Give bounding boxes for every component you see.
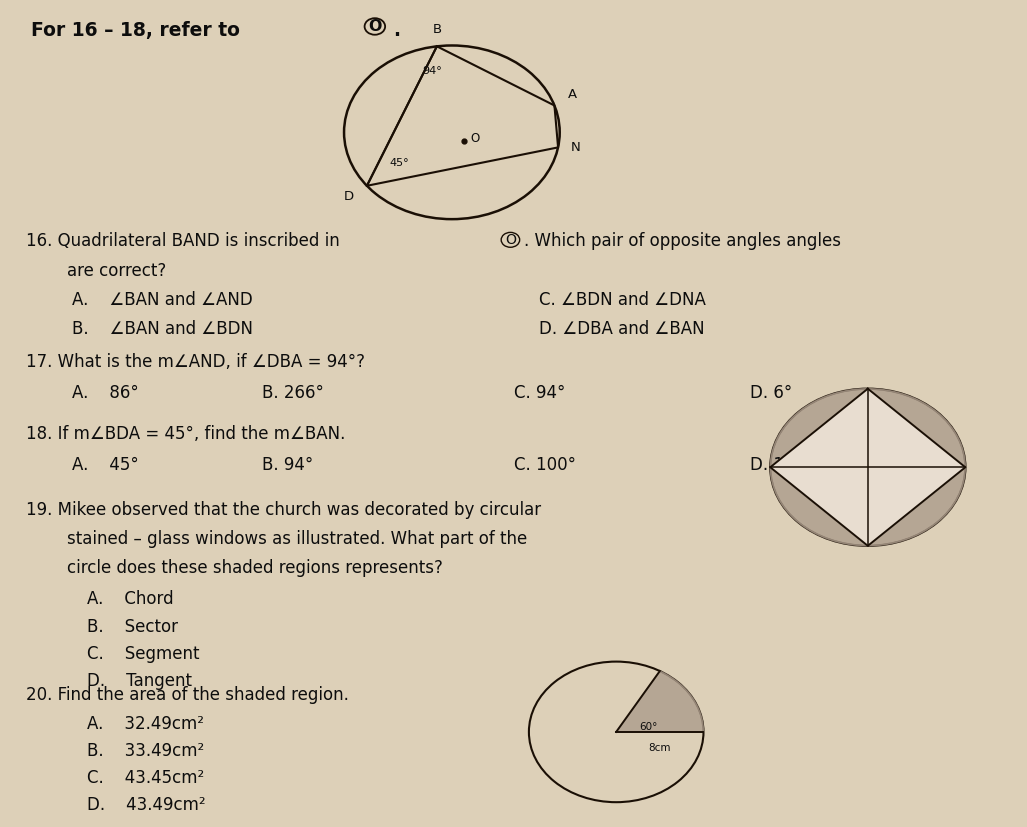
Text: For 16 – 18, refer to: For 16 – 18, refer to (31, 21, 246, 40)
Polygon shape (770, 389, 868, 467)
Text: are correct?: are correct? (67, 262, 166, 280)
Text: B. 266°: B. 266° (262, 384, 324, 402)
Text: B: B (432, 22, 442, 36)
Text: A.    32.49cm²: A. 32.49cm² (87, 715, 204, 733)
Text: 8cm: 8cm (649, 743, 671, 753)
Text: .: . (393, 21, 401, 40)
Text: O: O (368, 19, 382, 34)
Text: 20. Find the area of the shaded region.: 20. Find the area of the shaded region. (26, 686, 348, 704)
Text: 16. Quadrilateral BAND is inscribed in: 16. Quadrilateral BAND is inscribed in (26, 232, 345, 250)
Text: 60°: 60° (639, 722, 657, 732)
Polygon shape (770, 467, 868, 546)
Text: A: A (568, 88, 577, 102)
Text: B.    Sector: B. Sector (87, 618, 179, 636)
Text: 18. If m∠BDA = 45°, find the m∠BAN.: 18. If m∠BDA = 45°, find the m∠BAN. (26, 425, 345, 443)
Text: A.    ∠BAN and ∠AND: A. ∠BAN and ∠AND (72, 291, 253, 309)
Text: N: N (570, 141, 580, 154)
Text: B. 94°: B. 94° (262, 456, 313, 474)
Polygon shape (616, 671, 703, 732)
Text: O: O (470, 131, 480, 145)
Text: D: D (343, 190, 353, 203)
Text: stained – glass windows as illustrated. What part of the: stained – glass windows as illustrated. … (67, 530, 527, 548)
Text: B.    ∠BAN and ∠BDN: B. ∠BAN and ∠BDN (72, 320, 253, 338)
Polygon shape (770, 389, 965, 546)
Text: B.    33.49cm²: B. 33.49cm² (87, 742, 204, 760)
Text: 17. What is the m∠AND, if ∠DBA = 94°?: 17. What is the m∠AND, if ∠DBA = 94°? (26, 353, 365, 371)
Text: C.    Segment: C. Segment (87, 645, 200, 663)
Text: 94°: 94° (422, 66, 442, 76)
Text: D. ∠DBA and ∠BAN: D. ∠DBA and ∠BAN (539, 320, 705, 338)
Text: D. 6°: D. 6° (750, 384, 792, 402)
Text: C. ∠BDN and ∠DNA: C. ∠BDN and ∠DNA (539, 291, 706, 309)
Text: circle does these shaded regions represents?: circle does these shaded regions represe… (67, 559, 443, 577)
Text: D.    Tangent: D. Tangent (87, 672, 192, 691)
Text: C.    43.45cm²: C. 43.45cm² (87, 769, 204, 787)
Text: 45°: 45° (389, 158, 409, 168)
Text: 19. Mikee observed that the church was decorated by circular: 19. Mikee observed that the church was d… (26, 501, 541, 519)
Text: D.    43.49cm²: D. 43.49cm² (87, 796, 206, 815)
Text: C. 94°: C. 94° (514, 384, 565, 402)
Text: A.    Chord: A. Chord (87, 590, 174, 609)
Text: O: O (505, 233, 516, 246)
Text: C. 100°: C. 100° (514, 456, 575, 474)
Polygon shape (868, 389, 965, 467)
Text: A.    45°: A. 45° (72, 456, 139, 474)
Text: . Which pair of opposite angles angles: . Which pair of opposite angles angles (524, 232, 841, 250)
Polygon shape (868, 467, 965, 546)
Text: A.    86°: A. 86° (72, 384, 139, 402)
Text: D. 135°: D. 135° (750, 456, 813, 474)
